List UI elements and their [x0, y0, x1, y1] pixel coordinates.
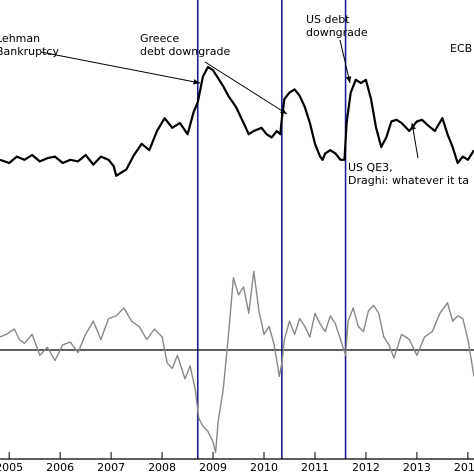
- annotation-0-line-1: Bankruptcy: [0, 45, 59, 58]
- annotation-2-line-1: downgrade: [306, 26, 368, 39]
- annotation-1-line-1: debt downgrade: [140, 45, 230, 58]
- annotation-0: Lehman Bankruptcy: [0, 32, 59, 58]
- x-tick-label-2007: 2007: [97, 461, 125, 474]
- annotation-arrow-2: [339, 39, 351, 84]
- annotation-2-line-0: US debt: [306, 13, 350, 26]
- annotation-4: US QE3, Draghi: whatever it ta: [348, 161, 469, 187]
- x-tick-label-2010: 2010: [250, 461, 278, 474]
- annotation-1: Greece debt downgrade: [140, 32, 230, 58]
- x-tick-label-2012: 2012: [352, 461, 380, 474]
- x-tick-label-2013: 2013: [403, 461, 431, 474]
- annotation-arrowhead-4: [410, 123, 416, 130]
- x-tick-label-2011: 2011: [301, 461, 329, 474]
- annotation-2: US debt downgrade: [306, 13, 368, 39]
- annotation-1-line-0: Greece: [140, 32, 179, 45]
- event-lines: [196, 0, 347, 459]
- annotation-4-line-0: US QE3,: [348, 161, 393, 174]
- series-line-lower: [0, 270, 474, 454]
- x-axis-ticks: 2005 2006 2007 2008 2009 2010 2011 2012 2013 2014: [0, 452, 474, 474]
- plot-area: [0, 0, 474, 459]
- x-tick-label-2005: 2005: [0, 461, 23, 474]
- annotations: Lehman Bankruptcy Greece debt downgrade US d…: [0, 13, 472, 187]
- x-tick-label-2008: 2008: [148, 461, 176, 474]
- annotation-4-line-1: Draghi: whatever it ta: [348, 174, 469, 187]
- annotation-0-line-0: Lehman: [0, 32, 40, 45]
- x-tick-label-2009: 2009: [199, 461, 227, 474]
- x-tick-label-2006: 2006: [46, 461, 74, 474]
- series-line-upper: [0, 65, 474, 177]
- x-tick-label-2014: 2014: [454, 461, 474, 474]
- annotation-arrow-1: [204, 61, 288, 115]
- annotation-3: ECB: [450, 42, 472, 55]
- annotation-3-line-0: ECB: [450, 42, 472, 55]
- annotation-arrow-0: [40, 51, 201, 84]
- annotation-arrowhead-2: [345, 76, 352, 83]
- annotation-arrowhead-0: [193, 79, 200, 85]
- annotation-arrowhead-1: [280, 108, 287, 114]
